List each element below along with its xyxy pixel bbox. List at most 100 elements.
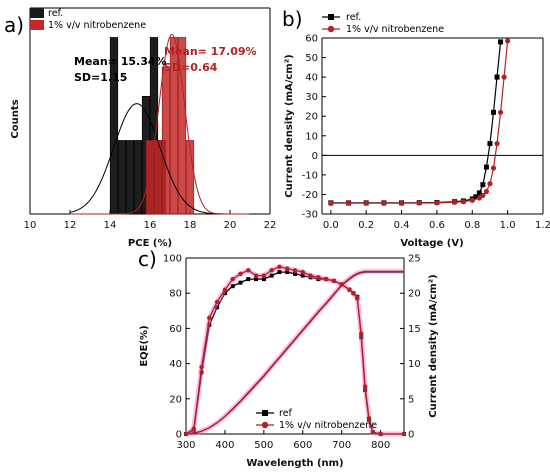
jv-point-nitro [497,109,504,115]
jv-y-tick-label: -30 [302,210,318,221]
jv-y-tick-label: 30 [305,92,318,103]
hist-x-tick-label: 18 [184,220,197,231]
eqe-point-nitro [285,266,290,271]
eqe-x-tick-label: 800 [371,440,390,451]
eqe-y-tick-label: 0 [176,430,182,441]
jv-legend-nitro: 1% v/v nitrobenzene [346,24,444,35]
jv-point-ref [487,141,493,147]
jv-point-ref [498,39,504,45]
hist-y-label: Counts [10,99,21,138]
jv-y-tick-label: 40 [305,73,318,84]
eqe-panel: 300 400 500 600 700 800 0 20 40 60 80 100 0 5 10 15 20 25… [139,254,439,470]
jv-x-tick-label: 0.4 [394,220,410,231]
jv-point-ref [494,74,500,80]
ref-bar [133,140,143,215]
eqe-point-nitro [347,287,352,292]
eqe-line-nitro [185,266,404,435]
jv-point-ref [480,182,486,188]
legend-nitro: 1% v/v nitrobenzene [48,20,146,31]
ref-mean-text: Mean= 15.34% [74,55,167,68]
eqe-point-nitro [370,430,376,435]
integrated-line-nitro [185,270,404,435]
eqe-point-nitro [358,331,364,336]
eqe-point-nitro [378,431,383,437]
jv-point-nitro [345,200,352,206]
eqe-point-nitro [230,276,235,282]
eqe-point-nitro [261,273,267,278]
nitro-bar [177,37,187,215]
eqe-point-nitro [253,273,259,278]
eqe-ticks: 300 400 500 600 700 800 0 20 40 60 80 100 0 5 10 15 20 25 [163,254,421,452]
eqe-y2-tick-label: 5 [408,394,414,405]
ref-bar [117,140,127,215]
eqe-legend: ref 1% v/v nitrobenzene [256,408,377,431]
jv-y-tick-label: 60 [305,34,318,45]
jv-point-nitro [501,74,507,80]
eqe-y2-tick-label: 15 [408,324,421,335]
hist-legend: ref. 1% v/v nitrobenzene [30,8,146,31]
nitro-mean-text: Mean= 17.09% [164,45,257,58]
eqe-point-nitro [362,384,368,389]
nitro-bar [161,66,171,215]
eqe-point-nitro [366,415,372,421]
eqe-point-ref [300,273,305,278]
eqe-point-nitro [214,299,220,305]
ref-bar [125,140,135,215]
eqe-curves [183,264,407,437]
eqe-legend-marker-ref [262,410,268,416]
eqe-point-nitro [277,264,282,269]
eqe-x-tick-label: 700 [332,440,351,451]
jv-x-tick-label: 0.8 [464,220,480,231]
jv-point-nitro [460,199,467,205]
jv-point-ref [476,190,482,196]
eqe-point-ref [277,270,282,275]
eqe-x-tick-label: 600 [293,440,312,451]
hist-x-ticks: 10 12 14 16 18 20 22 [24,210,276,231]
jv-point-nitro [483,188,490,195]
eqe-x-label: Wavelength (nm) [246,458,343,469]
histogram-panel: 10 12 14 16 18 20 22 PCE (%) Counts ref. 1% v/… [10,7,276,249]
eqe-y2-tick-label: 20 [408,289,421,300]
eqe-point-nitro [355,296,360,301]
eqe-point-ref [269,273,274,278]
panel-a-letter: a) [4,13,24,37]
eqe-point-nitro [401,431,407,437]
eqe-y-tick-label: 40 [169,359,182,370]
jv-y-tick-label: -20 [302,190,318,201]
eqe-point-nitro [292,268,298,273]
legend-ref: ref. [48,8,63,19]
legend-swatch-nitro [30,20,44,30]
jv-point-ref [490,109,496,115]
hist-fit-curves [69,33,249,215]
eqe-point-nitro [246,268,251,273]
legend-swatch-ref [30,8,44,18]
jv-point-nitro [398,200,405,206]
jv-curves [328,38,511,206]
hist-x-label: PCE (%) [128,238,172,249]
panel-c-letter: c) [138,247,157,271]
eqe-point-nitro [300,269,305,275]
jv-point-nitro [363,200,369,206]
jv-x-tick-label: 1.2 [535,220,550,231]
jv-line-nitro [330,40,509,204]
eqe-x-tick-label: 300 [176,440,195,451]
jv-point-nitro [381,200,387,206]
eqe-point-nitro [238,271,243,277]
nitro-fit-curve [70,33,249,215]
jv-x-label: Voltage (V) [400,238,463,249]
hist-x-tick-label: 12 [64,220,77,231]
eqe-point-nitro [222,287,228,292]
eqe-point-nitro [207,315,212,321]
hist-x-tick-label: 20 [224,220,237,231]
jv-legend-marker-nitro [327,25,335,33]
eqe-point-ref [293,271,297,276]
jv-y-tick-label: -10 [302,170,318,181]
eqe-glow [184,264,404,437]
nitro-sd-text: SD=0.64 [164,61,218,74]
jv-legend: ref. 1% v/v nitrobenzene [322,12,444,35]
eqe-point-nitro [308,273,313,278]
jv-y-tick-label: 50 [305,53,318,64]
jv-point-nitro [490,165,497,171]
